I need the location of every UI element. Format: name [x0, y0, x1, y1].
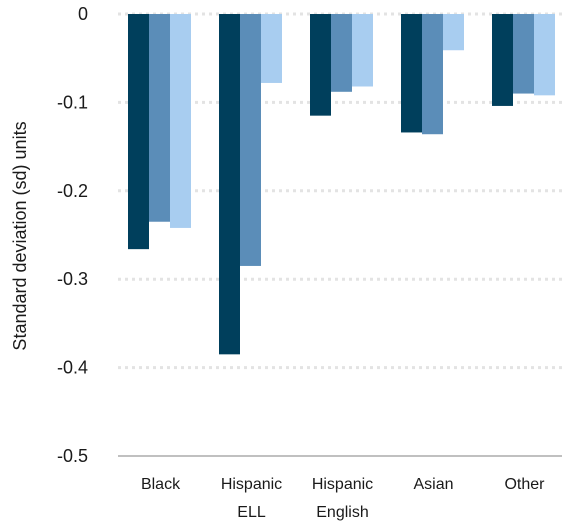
bar: [443, 14, 464, 51]
y-tick-label: -0.4: [57, 358, 88, 378]
x-category-labels: Black Hispanic ELL Hispanic English Asian Othe…: [141, 476, 545, 521]
y-tick-label: -0.1: [57, 92, 88, 112]
x-category-label: Asian: [413, 476, 453, 493]
y-tick-label: 0: [78, 4, 88, 24]
bar: [310, 14, 331, 116]
bar: [331, 14, 352, 92]
x-category-label: Hispanic ELL: [221, 476, 282, 521]
x-category-label: Black: [141, 476, 181, 493]
grid-lines: [118, 12, 562, 457]
y-tick-label: -0.3: [57, 269, 88, 289]
bar: [352, 14, 373, 87]
x-category-label: Other: [504, 476, 545, 493]
y-tick-label: -0.5: [57, 446, 88, 466]
bar: [170, 14, 191, 228]
y-tick-labels: 0 -0.1 -0.2 -0.3 -0.4 -0.5: [57, 4, 88, 466]
bars: [128, 14, 555, 355]
bar: [422, 14, 443, 135]
bar: [149, 14, 170, 222]
bar: [219, 14, 240, 355]
bar: [261, 14, 282, 83]
y-axis-label: Standard deviation (sd) units: [10, 121, 30, 350]
bar: [492, 14, 513, 106]
bar: [240, 14, 261, 266]
bar: [128, 14, 149, 250]
bar: [401, 14, 422, 133]
x-category-label: Hispanic English: [312, 476, 373, 521]
bar: [534, 14, 555, 96]
bar: [513, 14, 534, 94]
y-tick-label: -0.2: [57, 181, 88, 201]
